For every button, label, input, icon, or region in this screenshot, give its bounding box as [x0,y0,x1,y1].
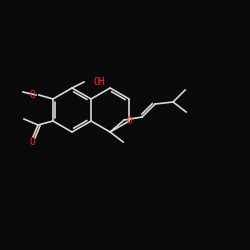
Text: OH: OH [93,77,105,87]
Text: O: O [29,90,35,100]
Text: O: O [126,116,132,126]
Text: O: O [29,137,35,147]
